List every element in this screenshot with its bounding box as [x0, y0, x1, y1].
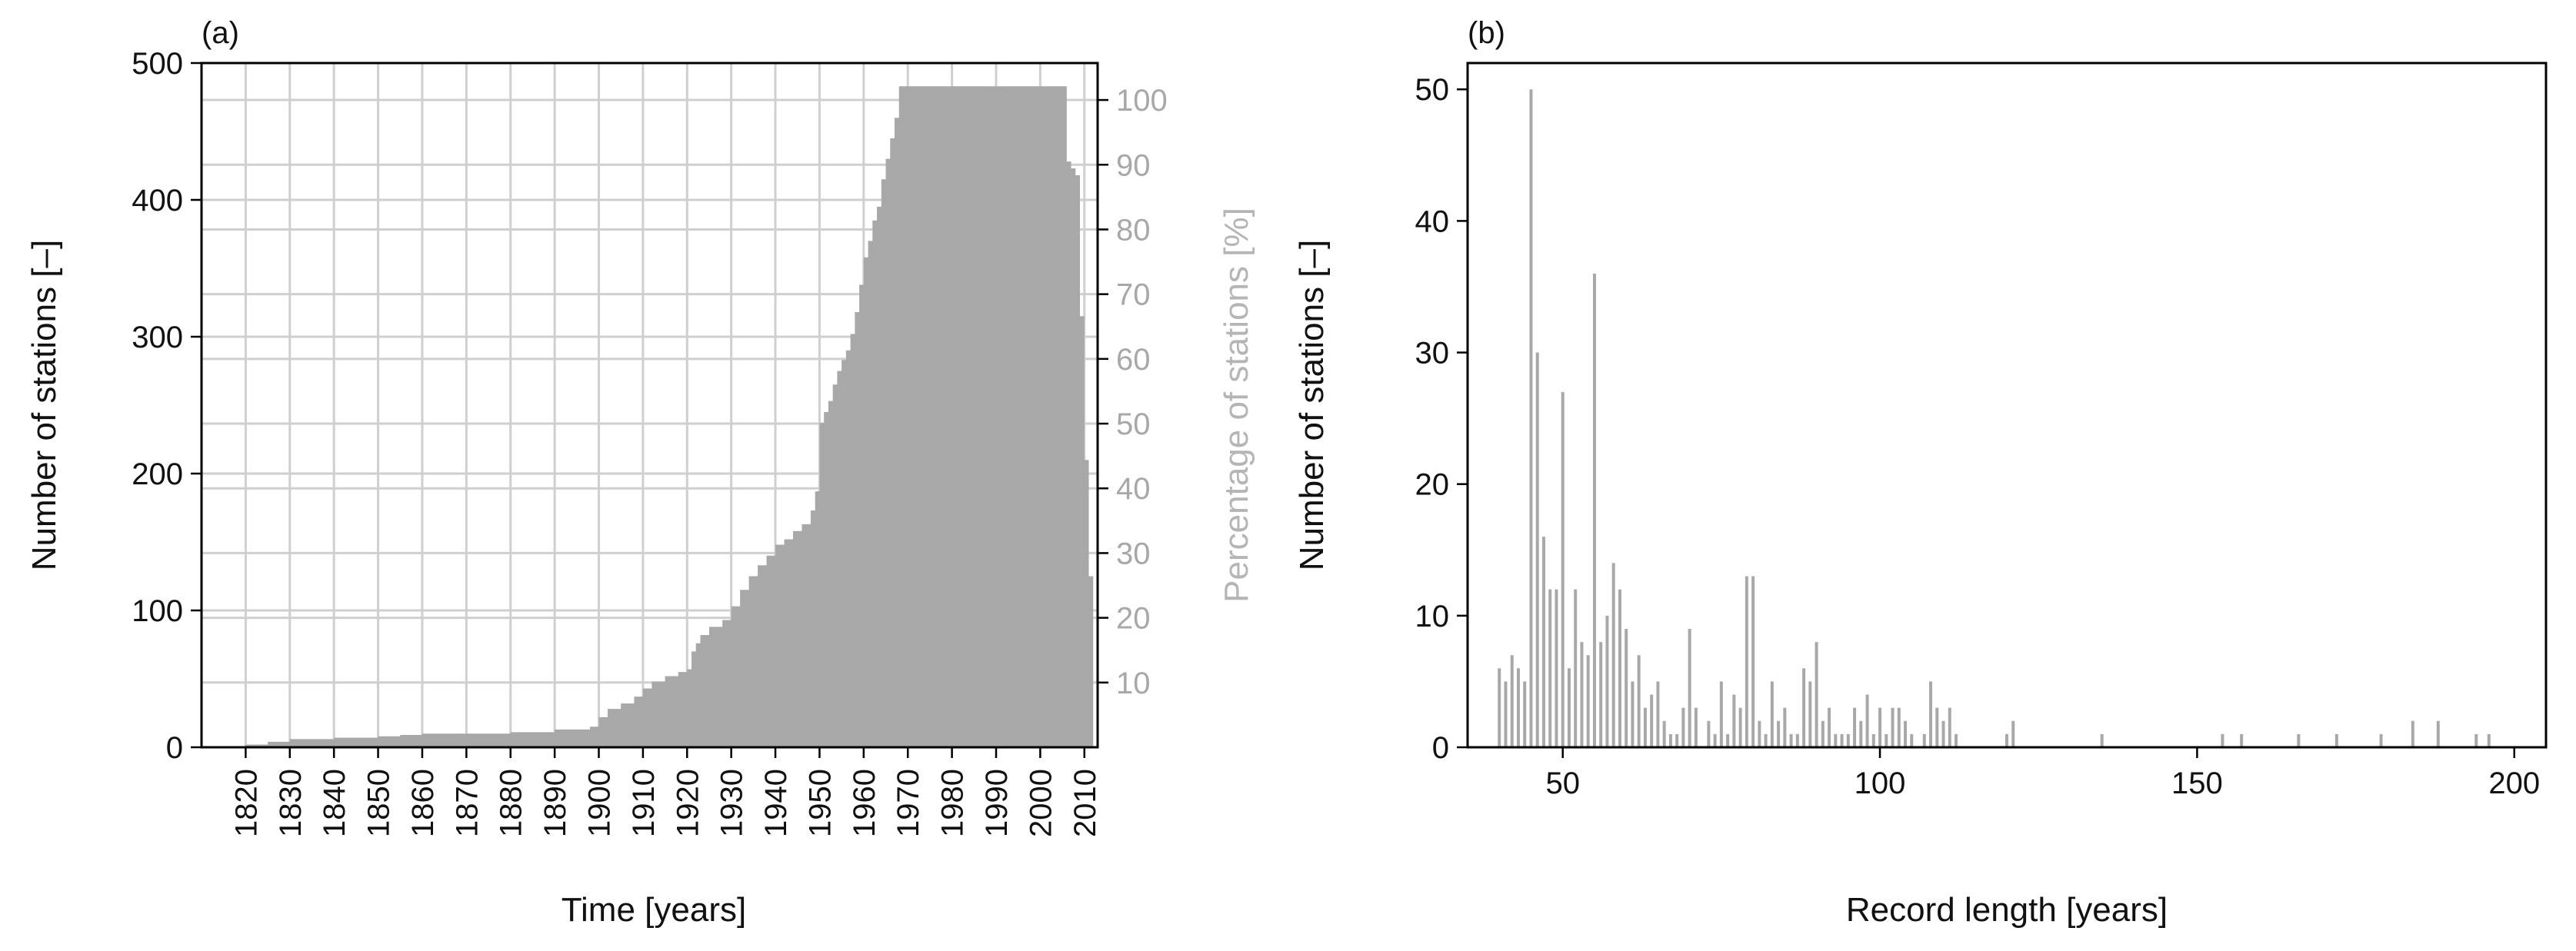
panel-a-x-tick-label: 1930: [715, 769, 749, 837]
panel-a-right-axis: 10 20 30 40 50 60 70 80 90 100: [1098, 84, 1168, 700]
panel-a-y-axis: 0 100 200 300 400 500: [132, 47, 202, 765]
panel-b-y-tick-label: 20: [1415, 468, 1450, 502]
panel-b-y-tick-label: 50: [1415, 73, 1450, 107]
panel-a-x-tick-label: 1900: [583, 769, 617, 837]
panel-a-right-tick-label: 70: [1116, 278, 1151, 312]
panel-a-x-tick-label: 1820: [229, 769, 263, 837]
panel-b-x-tick-label: 100: [1855, 766, 1906, 800]
panel-a-x-tick-label: 1890: [538, 769, 572, 837]
panel-a-y-axis-title: Number of stations [–]: [25, 240, 63, 570]
panel-a-x-tick-label: 1830: [274, 769, 308, 837]
panel-a-y-tick-label: 400: [132, 184, 183, 218]
panel-b-label: (b): [1468, 16, 1505, 50]
panel-a-x-tick-label: 2010: [1068, 769, 1102, 837]
panel-b-y-axis: 0 10 20 30 40 50: [1415, 73, 1468, 765]
panel-a-x-axis-title: Time [years]: [562, 891, 746, 929]
panel-a-x-tick-label: 1860: [406, 769, 440, 837]
panel-a-x-axis: 1820 1830 1840 1850 1860 1870 1880 1890 1900 1910…: [229, 747, 1102, 837]
panel-a-right-tick-label: 10: [1116, 667, 1151, 700]
panel-b-y-tick-label: 10: [1415, 600, 1450, 633]
panel-a-right-tick-label: 30: [1116, 537, 1151, 570]
panel-a-right-tick-label: 100: [1116, 84, 1168, 118]
panel-b-y-tick-label: 30: [1415, 337, 1450, 371]
panel-a-x-tick-label: 1980: [936, 769, 970, 837]
panel-b-x-tick-label: 50: [1545, 766, 1580, 800]
panel-a-right-tick-label: 40: [1116, 472, 1151, 506]
panel-a-x-tick-label: 1910: [627, 769, 661, 837]
panel-a-plot-frame: [200, 62, 1099, 749]
panel-b-y-axis-title: Number of stations [–]: [1293, 240, 1331, 570]
panel-a-time-chart: (a) 1820 1830 1840 1850 1860 1870 1880 1890 1900…: [25, 16, 1255, 929]
panel-a-right-tick-label: 90: [1116, 148, 1151, 182]
panel-a-right-tick-label: 50: [1116, 407, 1151, 441]
panel-a-x-tick-label: 1850: [362, 769, 396, 837]
panel-b-bars: [1498, 89, 2491, 747]
panel-a-x-tick-label: 2000: [1024, 769, 1058, 837]
panel-b-y-tick-label: 40: [1415, 204, 1450, 238]
panel-a-x-tick-label: 1870: [450, 769, 484, 837]
panel-a-x-tick-label: 1960: [848, 769, 881, 837]
panel-a-y-tick-label: 0: [166, 731, 183, 765]
panel-a-y-tick-label: 500: [132, 47, 183, 81]
panel-a-x-tick-label: 1990: [980, 769, 1014, 837]
panel-a-right-tick-label: 20: [1116, 602, 1151, 636]
panel-a-y-tick-label: 300: [132, 321, 183, 354]
panel-a-right-tick-label: 80: [1116, 213, 1151, 247]
panel-a-right-tick-label: 60: [1116, 343, 1151, 377]
panel-a-y-tick-label: 200: [132, 457, 183, 491]
panel-b-x-axis: 50 100 150 200: [1545, 747, 2540, 800]
panel-b-x-tick-label: 200: [2488, 766, 2540, 800]
panel-b-x-axis-title: Record length [years]: [1846, 891, 2168, 929]
panel-a-y-tick-label: 100: [132, 594, 183, 628]
panel-a-right-axis-title: Percentage of stations [%]: [1218, 208, 1255, 603]
panel-a-x-tick-label: 1920: [671, 769, 705, 837]
panel-a-x-tick-label: 1950: [803, 769, 837, 837]
panel-b-plot-frame: [1466, 62, 2548, 749]
panel-a-x-tick-label: 1970: [891, 769, 925, 837]
panel-b-y-tick-label: 0: [1432, 731, 1449, 765]
panel-b-record-length-chart: (b) 50 100 150 200 0 10 20 30 40 50 Record lengt…: [1293, 16, 2548, 929]
panel-a-station-count-area: [245, 86, 1094, 747]
panel-a-x-tick-label: 1880: [495, 769, 528, 837]
panel-a-x-tick-label: 1940: [759, 769, 793, 837]
panel-b-x-tick-label: 150: [2171, 766, 2223, 800]
panel-a-area-series: [245, 86, 1094, 747]
panel-a-label: (a): [202, 16, 239, 50]
panel-a-x-tick-label: 1840: [318, 769, 352, 837]
